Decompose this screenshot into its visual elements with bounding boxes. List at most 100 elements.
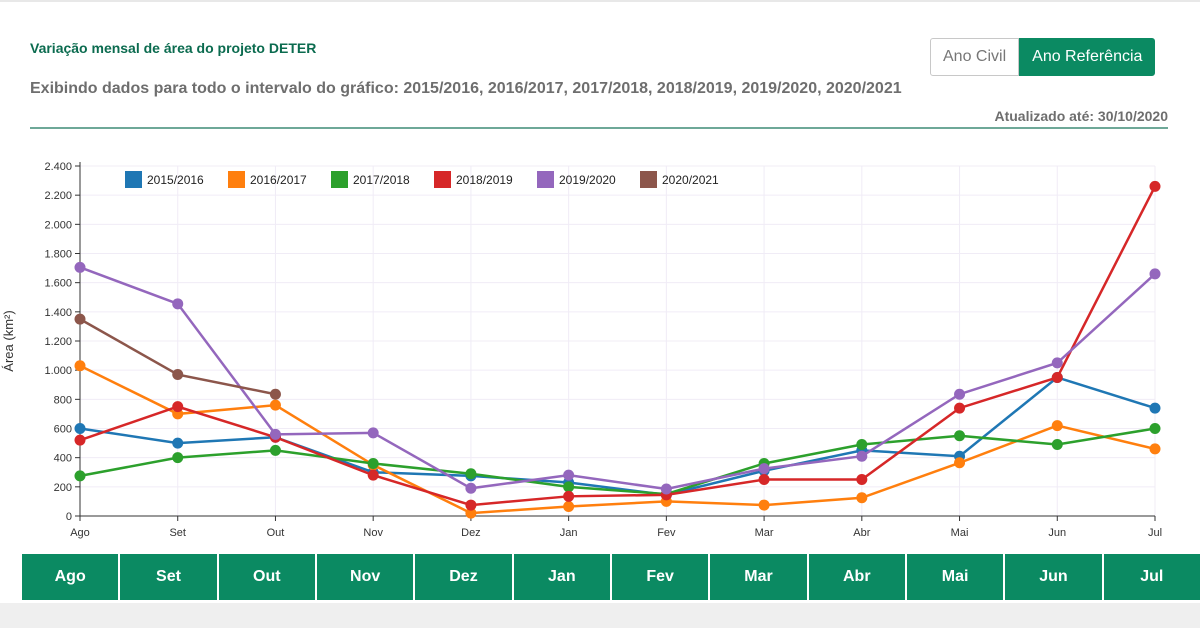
series-line bbox=[79, 364, 1156, 515]
data-point bbox=[74, 261, 86, 273]
month-button-dez[interactable]: Dez bbox=[415, 554, 514, 600]
x-tick-label: Mai bbox=[951, 527, 969, 539]
legend-item: 2018/2019 bbox=[434, 171, 513, 188]
data-point bbox=[1149, 423, 1161, 434]
data-point bbox=[563, 481, 575, 493]
month-button-jul[interactable]: Jul bbox=[1103, 554, 1200, 600]
legend-item: 2016/2017 bbox=[228, 171, 307, 188]
y-tick-label: 200 bbox=[54, 482, 72, 494]
data-point bbox=[758, 463, 770, 475]
series-2018-2019 bbox=[74, 180, 1161, 511]
deter-line-chart: 0 200 400 600 800 1.000 1.200 1.400 1.600 1.800 2.… bbox=[1, 161, 1162, 539]
data-point bbox=[172, 452, 184, 464]
legend-label: 2020/2021 bbox=[662, 173, 719, 187]
data-point bbox=[954, 402, 966, 414]
data-point bbox=[563, 501, 575, 513]
data-point bbox=[465, 468, 477, 480]
y-tick-label: 1.600 bbox=[44, 278, 72, 290]
data-point bbox=[367, 469, 379, 481]
month-button-ago[interactable]: Ago bbox=[22, 554, 121, 600]
x-tick-label: Out bbox=[267, 527, 285, 539]
data-point bbox=[172, 369, 184, 381]
legend-item: 2015/2016 bbox=[125, 171, 204, 188]
ano-civil-button[interactable]: Ano Civil bbox=[930, 38, 1020, 76]
y-axis-label: Área (km²) bbox=[1, 310, 16, 371]
y-tick-label: 400 bbox=[54, 453, 72, 465]
top-border bbox=[0, 0, 1200, 2]
data-point bbox=[758, 474, 770, 486]
series-line bbox=[79, 185, 1157, 507]
month-button-fev[interactable]: Fev bbox=[611, 554, 711, 600]
legend-label: 2017/2018 bbox=[353, 173, 410, 187]
data-point bbox=[269, 399, 281, 411]
data-point bbox=[74, 434, 86, 446]
data-point bbox=[465, 507, 477, 519]
month-button-nov[interactable]: Nov bbox=[316, 554, 416, 600]
series-2019-2020 bbox=[74, 261, 1161, 495]
data-point bbox=[269, 388, 281, 400]
data-point bbox=[954, 430, 966, 442]
data-point bbox=[172, 298, 184, 310]
data-point bbox=[74, 313, 86, 325]
data-point bbox=[172, 401, 184, 413]
chart-legend: 2015/2016 2016/2017 2017/2018 2018/2019 2019… bbox=[125, 171, 719, 188]
series-line bbox=[79, 266, 1156, 491]
data-point bbox=[856, 492, 868, 504]
month-button-jun[interactable]: Jun bbox=[1005, 554, 1104, 600]
data-point bbox=[856, 439, 868, 451]
data-point bbox=[1051, 371, 1063, 383]
legend-swatch bbox=[434, 171, 451, 188]
data-point bbox=[367, 427, 379, 439]
data-point bbox=[367, 458, 379, 469]
legend-label: 2018/2019 bbox=[456, 173, 513, 187]
month-filter-bar: Ago Set Out Nov Dez Jan Fev Mar Abr Mai Jun Jul bbox=[22, 554, 1200, 600]
x-tick-label: Dez bbox=[461, 527, 481, 539]
series-line bbox=[79, 427, 1156, 496]
month-button-set[interactable]: Set bbox=[120, 554, 219, 600]
x-tick-label: Mar bbox=[755, 527, 774, 539]
legend-swatch bbox=[331, 171, 348, 188]
month-button-jan[interactable]: Jan bbox=[513, 554, 612, 600]
series-2020-2021 bbox=[74, 313, 281, 400]
y-tick-label: 1.200 bbox=[44, 336, 72, 348]
page-footer bbox=[0, 603, 1200, 628]
data-point bbox=[1051, 439, 1063, 451]
legend-label: 2015/2016 bbox=[147, 173, 204, 187]
legend-item: 2017/2018 bbox=[331, 171, 410, 188]
month-button-out[interactable]: Out bbox=[218, 554, 317, 600]
legend-swatch bbox=[125, 171, 142, 188]
legend-item: 2020/2021 bbox=[640, 171, 719, 188]
y-tick-label: 1.800 bbox=[44, 249, 72, 261]
x-tick-label: Jun bbox=[1048, 527, 1066, 539]
legend-swatch bbox=[228, 171, 245, 188]
x-tick-label: Jul bbox=[1148, 527, 1162, 539]
data-point bbox=[74, 360, 86, 372]
chart-grid bbox=[79, 165, 1156, 517]
data-point bbox=[74, 423, 86, 434]
y-tick-label: 0 bbox=[66, 511, 72, 523]
data-point bbox=[856, 450, 868, 462]
month-button-abr[interactable]: Abr bbox=[808, 554, 907, 600]
month-button-mai[interactable]: Mai bbox=[906, 554, 1006, 600]
y-tick-label: 2.200 bbox=[44, 190, 72, 202]
chart-series bbox=[74, 180, 1161, 519]
data-point bbox=[563, 469, 575, 481]
year-type-toggle: Ano Civil Ano Referência bbox=[930, 38, 1156, 76]
updated-date: Atualizado até: 30/10/2020 bbox=[994, 108, 1168, 124]
data-point bbox=[1051, 420, 1063, 432]
ano-referencia-button[interactable]: Ano Referência bbox=[1019, 38, 1156, 76]
data-point bbox=[954, 388, 966, 400]
month-button-mar[interactable]: Mar bbox=[710, 554, 809, 600]
y-tick-label: 800 bbox=[54, 394, 72, 406]
data-point bbox=[172, 437, 184, 449]
legend-label: 2016/2017 bbox=[250, 173, 307, 187]
data-point bbox=[269, 428, 281, 440]
data-point bbox=[465, 482, 477, 494]
legend-label: 2019/2020 bbox=[559, 173, 616, 187]
data-point bbox=[74, 470, 86, 482]
x-tick-label: Ago bbox=[70, 527, 90, 539]
y-tick-label: 600 bbox=[54, 424, 72, 436]
legend-item: 2019/2020 bbox=[537, 171, 616, 188]
chart-axes: 0 200 400 600 800 1.000 1.200 1.400 1.600 1.800 2.… bbox=[1, 161, 1162, 539]
x-tick-label: Jan bbox=[560, 527, 578, 539]
